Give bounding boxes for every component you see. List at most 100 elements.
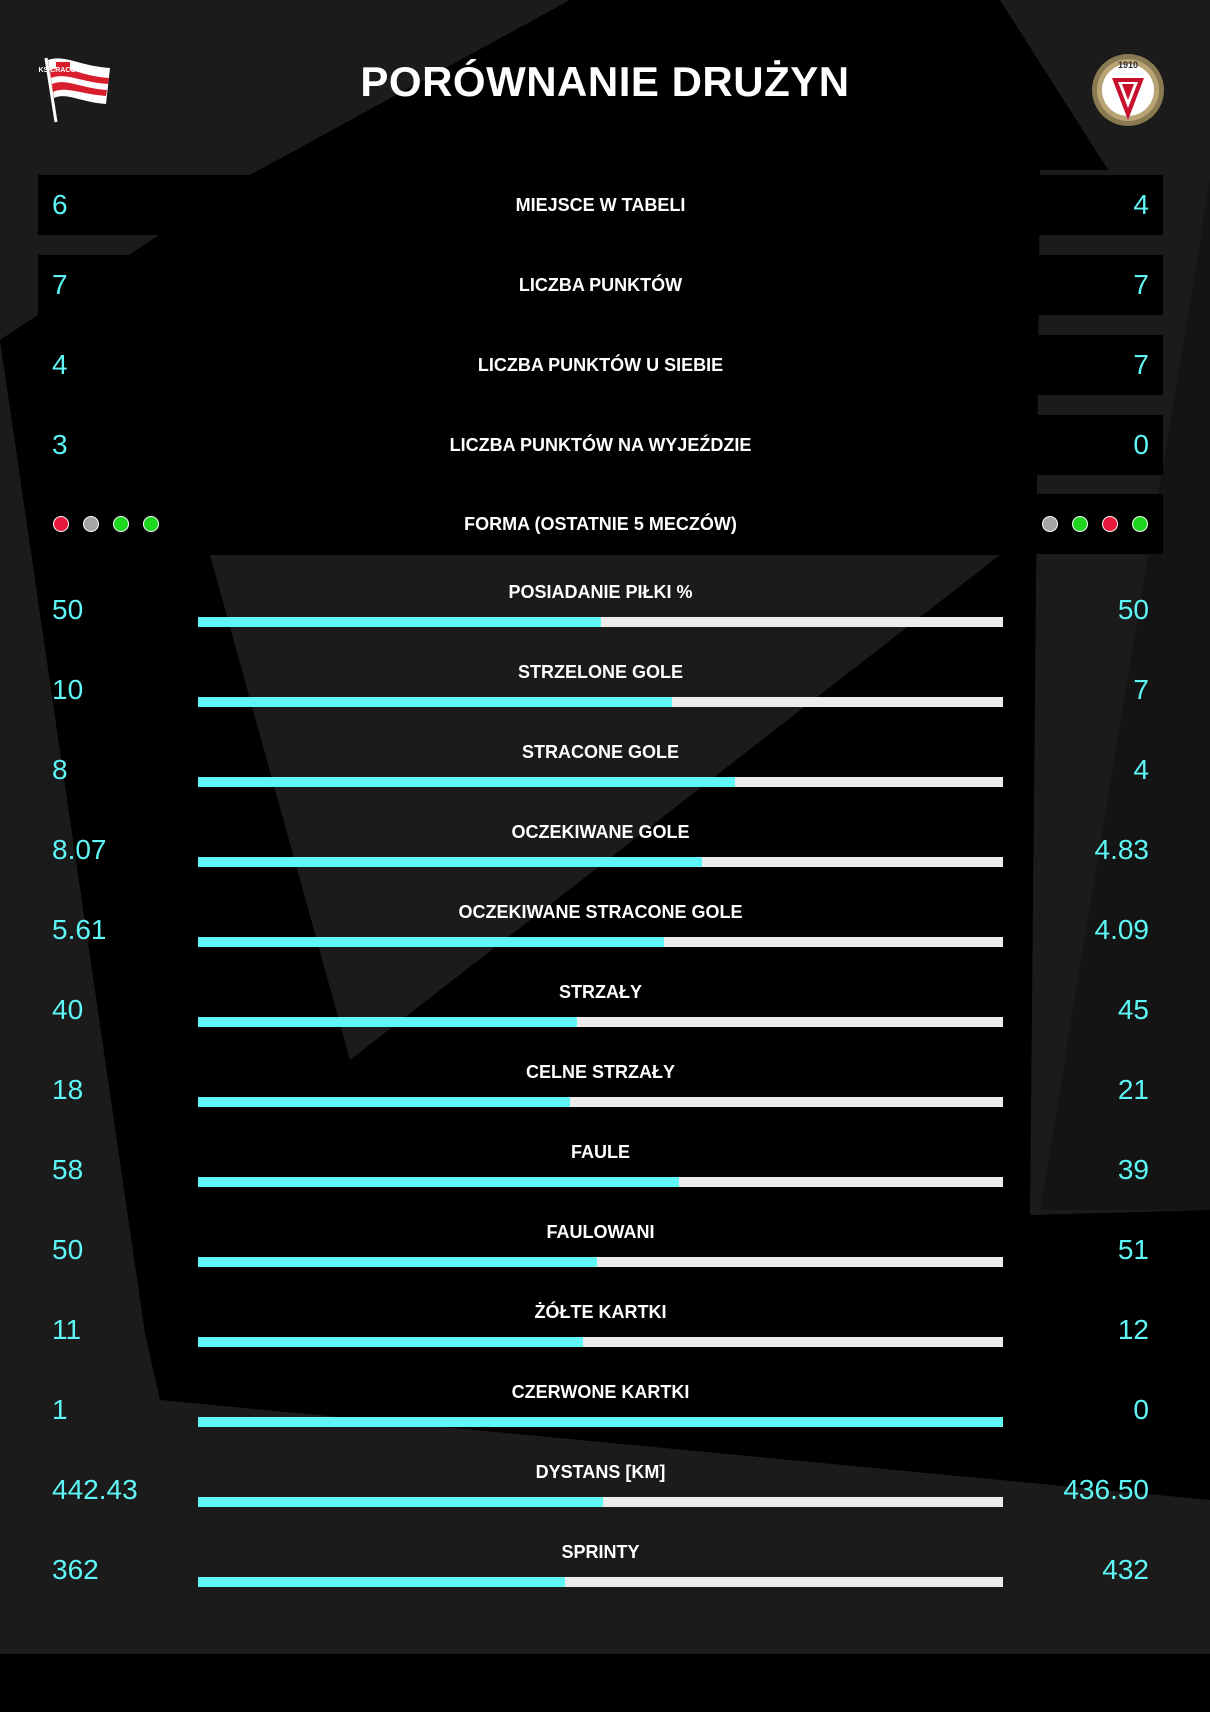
home-form-dots — [53, 494, 159, 554]
home-share-fill — [198, 777, 735, 787]
stat-label: LICZBA PUNKTÓW U SIEBIE — [477, 355, 724, 375]
home-share-fill — [198, 1497, 604, 1507]
comparison-bar — [198, 1177, 1003, 1187]
form-loss-dot — [1102, 516, 1118, 532]
summary-row: LICZBA PUNKTÓW NA WYJEŹDZIE 3 0 — [38, 415, 1163, 475]
widzew-logo-text: 1910 — [1118, 60, 1138, 70]
stat-label: LICZBA PUNKTÓW — [518, 275, 683, 295]
stat-row: DYSTANS [KM] 442.43 436.50 — [38, 1457, 1163, 1537]
home-value: 18 — [52, 1074, 84, 1105]
home-share-fill — [198, 1417, 1003, 1427]
form-draw-dot — [1042, 516, 1058, 532]
stat-row: CELNE STRZAŁY 18 21 — [38, 1057, 1163, 1137]
away-value: 51 — [1117, 1234, 1149, 1265]
away-value: 432 — [1102, 1554, 1149, 1585]
home-value: 10 — [52, 674, 84, 705]
widzew-crest-icon: 1910 — [1092, 54, 1164, 126]
home-value: 58 — [52, 1154, 84, 1185]
home-value: 50 — [52, 594, 84, 625]
away-value: 4.09 — [1094, 914, 1150, 945]
stat-label: DYSTANS [KM] — [535, 1462, 666, 1482]
away-value: 4 — [1133, 754, 1149, 785]
home-value: 5.61 — [52, 914, 107, 945]
home-value: 50 — [52, 1234, 84, 1265]
home-value: 11 — [52, 1314, 82, 1345]
stat-label: CELNE STRZAŁY — [525, 1062, 675, 1082]
home-value: 1 — [52, 1394, 68, 1425]
form-win-dot — [113, 516, 129, 532]
home-share-fill — [198, 1257, 597, 1267]
stat-row: OCZEKIWANE STRACONE GOLE 5.61 4.09 — [38, 897, 1163, 977]
comparison-bar — [198, 617, 1003, 627]
stat-label: MIEJSCE W TABELI — [515, 195, 686, 215]
away-value: 39 — [1117, 1154, 1149, 1185]
stat-label: CZERWONE KARTKI — [511, 1382, 690, 1402]
stat-label: FAULOWANI — [546, 1222, 655, 1242]
comparison-bar — [198, 1097, 1003, 1107]
away-value: 0 — [1133, 1394, 1149, 1425]
stat-row: CZERWONE KARTKI 1 0 — [38, 1377, 1163, 1457]
away-value: 7 — [1133, 349, 1149, 380]
summary-row: MIEJSCE W TABELI 6 4 — [38, 175, 1163, 235]
form-win-dot — [143, 516, 159, 532]
comparison-bar — [198, 1017, 1003, 1027]
form-draw-dot — [83, 516, 99, 532]
summary-row: LICZBA PUNKTÓW U SIEBIE 4 7 — [38, 335, 1163, 395]
comparison-bar — [198, 1257, 1003, 1267]
home-value: 3 — [52, 429, 68, 460]
home-share-fill — [198, 697, 672, 707]
stat-label: LICZBA PUNKTÓW NA WYJEŹDZIE — [449, 435, 752, 455]
stat-row: FAULOWANI 50 51 — [38, 1217, 1163, 1297]
cracovia-crest-icon: KS CRACOVIA — [38, 57, 110, 123]
home-value: 4 — [52, 349, 68, 380]
stat-label: STRZELONE GOLE — [517, 662, 683, 682]
comparison-bar — [198, 1417, 1003, 1427]
home-value: 362 — [52, 1554, 99, 1585]
home-share-fill — [198, 1337, 583, 1347]
away-value: 7 — [1133, 674, 1149, 705]
away-value: 12 — [1117, 1314, 1149, 1345]
stat-label: STRACONE GOLE — [521, 742, 679, 762]
stat-row: ŻÓŁTE KARTKI 11 12 — [38, 1297, 1163, 1377]
home-value: 8 — [52, 754, 68, 785]
comparison-bar — [198, 1337, 1003, 1347]
stat-label: OCZEKIWANE STRACONE GOLE — [458, 902, 743, 922]
stat-row: STRACONE GOLE 8 4 — [38, 737, 1163, 817]
stat-row: STRZELONE GOLE 10 7 — [38, 657, 1163, 737]
cracovia-logo-text: KS CRACOVIA — [38, 67, 87, 74]
away-value: 7 — [1133, 269, 1149, 300]
stat-label: POSIADANIE PIŁKI % — [508, 582, 693, 602]
home-value: 40 — [52, 994, 84, 1025]
comparison-bar — [198, 777, 1003, 787]
away-value: 4 — [1133, 189, 1149, 220]
home-share-fill — [198, 937, 664, 947]
form-loss-dot — [53, 516, 69, 532]
stat-row: POSIADANIE PIŁKI % 50 50 — [38, 577, 1163, 657]
form-label: FORMA (OSTATNIE 5 MECZÓW) — [464, 514, 737, 534]
comparison-bar — [198, 1497, 1003, 1507]
summary-row: LICZBA PUNKTÓW 7 7 — [38, 255, 1163, 315]
comparison-bar — [198, 1577, 1003, 1587]
stat-label: SPRINTY — [561, 1542, 640, 1562]
comparison-bar — [198, 937, 1003, 947]
stat-row: FAULE 58 39 — [38, 1137, 1163, 1217]
away-value: 436.50 — [1063, 1474, 1149, 1505]
away-value: 4.83 — [1094, 834, 1150, 865]
form-win-dot — [1132, 516, 1148, 532]
comparison-bar — [198, 697, 1003, 707]
stat-label: STRZAŁY — [559, 982, 642, 1002]
away-value: 50 — [1117, 594, 1149, 625]
header: KS CRACOVIA PORÓWNANIE DRUŻYN 1910 — [0, 0, 1210, 170]
comparison-bar — [198, 857, 1003, 867]
home-share-fill — [198, 1097, 570, 1107]
stat-row: SPRINTY 362 432 — [38, 1537, 1163, 1617]
form-row: FORMA (OSTATNIE 5 MECZÓW) — [38, 494, 1163, 554]
footer-bar — [0, 1654, 1210, 1712]
away-form-dots — [1042, 494, 1148, 554]
home-share-fill — [198, 1017, 577, 1027]
form-win-dot — [1072, 516, 1088, 532]
away-value: 45 — [1117, 994, 1149, 1025]
stat-label: ŻÓŁTE KARTKI — [534, 1302, 667, 1322]
away-value: 0 — [1133, 429, 1149, 460]
away-value: 21 — [1117, 1074, 1149, 1105]
